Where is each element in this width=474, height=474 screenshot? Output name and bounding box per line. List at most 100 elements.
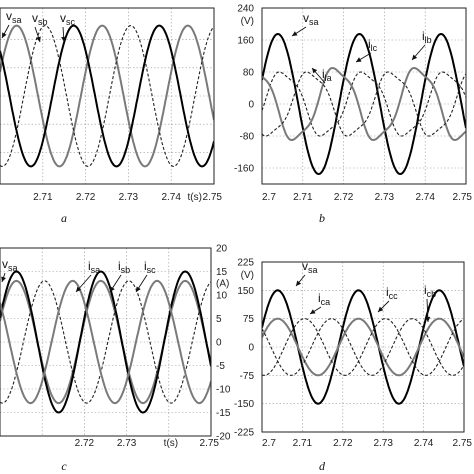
y-tick-label-right: 5 xyxy=(216,314,222,325)
series-line-i-lb xyxy=(262,71,466,137)
x-tick-label: 2.72 xyxy=(333,438,353,449)
series-line-v-sb xyxy=(0,25,214,167)
y-tick-label: -75 xyxy=(240,371,255,382)
x-tick-label: 2.72 xyxy=(75,438,95,449)
series-line-i-ca xyxy=(262,317,464,377)
series-label-i-la: ila xyxy=(322,67,332,83)
y-tick-label: 240 xyxy=(237,4,254,15)
series-pointer-head xyxy=(412,54,418,60)
y-tick-label-right: -15 xyxy=(216,408,231,419)
series-line-v-sa xyxy=(0,24,214,168)
y-tick-label-right: -5 xyxy=(216,361,225,372)
series-line-i-sc xyxy=(0,279,211,405)
x-tick-label: 2.75 xyxy=(200,438,220,449)
x-tick-label: 2.71 xyxy=(33,192,53,203)
series-label-i-cc: icc xyxy=(386,285,398,301)
y-tick-label: -160 xyxy=(234,164,254,175)
plot-frame xyxy=(261,261,465,433)
series-pointer-head xyxy=(296,280,302,286)
y-tick-label: -225 xyxy=(234,428,254,439)
x-tick-label: 2.72 xyxy=(76,192,96,203)
plot-frame xyxy=(0,247,212,437)
y-unit-label: (V) xyxy=(241,270,254,281)
series-pointer-head xyxy=(76,286,82,292)
series-line-i-sb xyxy=(0,280,211,404)
x-tick-label: 2.75 xyxy=(453,438,473,449)
series-pointer-head xyxy=(425,316,431,322)
series-pointer-head xyxy=(356,57,362,62)
series-pointer-head xyxy=(110,286,115,292)
series-label-v-sc: vsc xyxy=(60,11,76,27)
plot-frame xyxy=(0,7,215,185)
y-tick-label: 225 xyxy=(237,258,254,269)
series-group xyxy=(262,289,464,405)
series-line-v-sc xyxy=(0,24,214,168)
panel-label: c xyxy=(61,459,67,473)
series-pointer-head xyxy=(312,68,318,74)
series-label-v-sb: vsb xyxy=(32,11,48,27)
panel-label: b xyxy=(319,211,325,225)
series-line-i-la xyxy=(262,71,466,137)
series-label-i-sa: isa xyxy=(88,259,100,275)
y-unit-label-right: (A) xyxy=(216,278,229,289)
series-group xyxy=(0,270,211,414)
x-tick-label: 2.7 xyxy=(262,192,276,203)
x-tick-label: 2.72 xyxy=(334,192,354,203)
x-tick-label: 2.75 xyxy=(453,192,473,203)
series-pointer-head xyxy=(2,32,7,38)
x-tick-label: 2.7 xyxy=(262,438,276,449)
y-tick-label: 75 xyxy=(243,314,255,325)
series-pointer-head xyxy=(61,36,67,42)
y-tick-label-right: 20 xyxy=(216,244,228,255)
panel-label: d xyxy=(319,459,326,473)
series-line-v-sa xyxy=(262,32,466,176)
series-label-i-sb: isb xyxy=(118,259,130,275)
series-label-i-cb: icb xyxy=(424,283,436,299)
y-tick-label: -150 xyxy=(234,399,254,410)
series-group xyxy=(0,24,214,168)
y-tick-label: 160 xyxy=(237,36,254,47)
x-tick-label: 2.73 xyxy=(373,438,393,449)
x-tick-label: 2.71 xyxy=(293,192,313,203)
series-group xyxy=(262,32,466,176)
series-label-i-ca: ica xyxy=(318,291,330,307)
series-pointer-head xyxy=(36,36,41,42)
x-tick-label: 2.73 xyxy=(117,438,137,449)
series-pointer-head xyxy=(292,31,298,36)
y-tick-label: 0 xyxy=(248,343,254,354)
series-pointer-head xyxy=(310,309,316,314)
plot-frame xyxy=(261,7,467,185)
series-label-i-lc: ilc xyxy=(368,37,378,53)
series-pointer-head xyxy=(1,276,6,282)
series-label-v-sa: vsa xyxy=(303,11,319,27)
series-line-i-lc xyxy=(262,66,466,142)
y-tick-label: 80 xyxy=(243,68,255,79)
panel-a: 2.71 2.72 2.73 2.74 t(s) 2.75 a vsa vsb vsc xyxy=(0,7,223,225)
panel-b: 2.7 2.71 2.72 2.73 2.74 2.75 240 160 80 0 -80 -160 (… xyxy=(234,4,472,226)
series-label-i-sc: isc xyxy=(144,259,156,275)
x-tick-label: 2.71 xyxy=(293,438,313,449)
y-tick-label: 150 xyxy=(237,286,254,297)
x-tick-label: t(s) xyxy=(164,438,178,449)
y-tick-label-right: -10 xyxy=(216,385,231,396)
series-pointer-head xyxy=(378,306,384,312)
x-tick-label: 2.73 xyxy=(375,192,395,203)
y-tick-label-right: 10 xyxy=(216,291,228,302)
y-tick-label: 0 xyxy=(248,100,254,111)
series-label-v-sa: vsa xyxy=(302,259,318,275)
y-tick-label-right: 0 xyxy=(216,338,222,349)
panel-c: 2.72 2.73 t(s) 2.75 20 15 10 5 0 -5 -10 -15 -20 (A) c v… xyxy=(0,244,231,473)
y-unit-label: (V) xyxy=(241,16,254,27)
series-line-i-cb xyxy=(262,318,464,376)
y-tick-label: -80 xyxy=(240,132,255,143)
y-tick-label-right: -20 xyxy=(216,432,231,443)
series-label-v-sa: vsa xyxy=(6,9,22,25)
x-tick-label: 2.75 xyxy=(203,192,223,203)
series-label-i-lb: ilb xyxy=(422,29,432,45)
x-tick-label: 2.74 xyxy=(415,192,435,203)
x-tick-label: 2.73 xyxy=(119,192,139,203)
x-tick-label: t(s) xyxy=(188,192,202,203)
x-tick-label: 2.74 xyxy=(161,192,181,203)
x-tick-label: 2.74 xyxy=(414,438,434,449)
